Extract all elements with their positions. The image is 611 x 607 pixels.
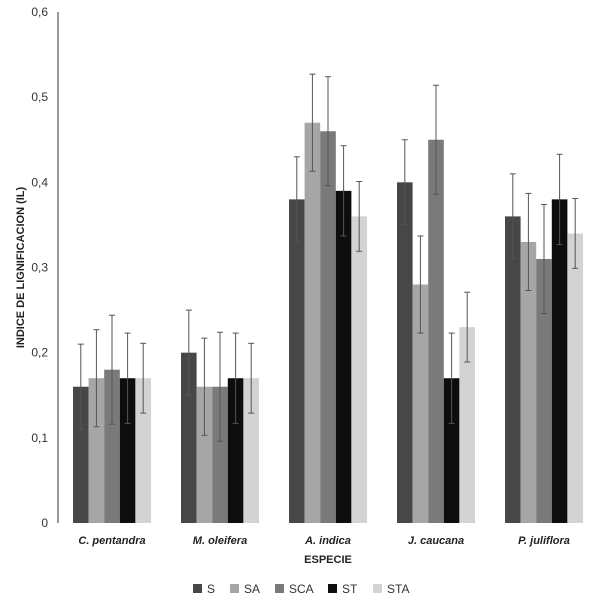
- bar-s: [505, 216, 521, 523]
- y-tick-label: 0,4: [31, 175, 48, 189]
- y-tick-label: 0,6: [31, 5, 48, 19]
- y-axis-title: INDICE DE LIGNIFICACION (IL): [15, 187, 27, 349]
- legend-swatch: [328, 584, 337, 593]
- error-bar: [140, 342, 147, 414]
- bar-sta: [567, 233, 583, 523]
- error-bar: [572, 198, 579, 269]
- error-bar: [93, 329, 100, 428]
- error-bar: [464, 291, 471, 363]
- bar-s: [397, 182, 413, 524]
- error-bar: [541, 203, 547, 314]
- error-bar: [124, 332, 131, 424]
- bar-sta: [243, 378, 259, 523]
- bar-sta: [459, 327, 475, 523]
- error-bar: [509, 173, 516, 260]
- error-bar: [185, 309, 192, 396]
- legend-swatch: [230, 584, 239, 593]
- legend-label: ST: [342, 582, 358, 596]
- error-bar: [417, 235, 424, 334]
- legend-label: S: [207, 582, 215, 596]
- bar-s: [181, 352, 197, 523]
- error-bars-layer: [77, 73, 579, 442]
- error-bar: [201, 337, 208, 436]
- category-label: M. oleifera: [193, 535, 247, 547]
- bar-st: [119, 378, 136, 523]
- error-bar: [232, 332, 239, 424]
- legend-label: SCA: [289, 582, 314, 596]
- legend-item-st: ST: [328, 582, 358, 596]
- error-bar: [109, 314, 115, 425]
- x-axis-title: ESPECIE: [304, 554, 352, 566]
- category-labels-layer: C. pentandra M. oleifera A. indica J. cauca…: [78, 535, 570, 547]
- category-label: C. pentandra: [78, 535, 145, 547]
- bar-sa: [412, 284, 429, 523]
- legend: S SA SCA ST STA: [193, 582, 409, 596]
- error-bar: [248, 342, 255, 414]
- category-label: A. indica: [304, 535, 351, 547]
- error-bar: [77, 343, 84, 430]
- error-bar: [325, 76, 331, 187]
- error-bar: [401, 139, 408, 226]
- bar-sa: [520, 241, 537, 523]
- error-bar: [340, 145, 347, 237]
- legend-swatch: [373, 584, 382, 593]
- error-bar: [433, 84, 439, 195]
- bar-sca: [104, 369, 120, 523]
- y-tick-label: 0,3: [31, 261, 48, 275]
- y-tick-label: 0: [41, 516, 48, 530]
- bar-st: [443, 378, 460, 523]
- bar-sa: [88, 378, 105, 523]
- bar-sta: [351, 216, 367, 523]
- error-bar: [556, 153, 563, 246]
- bar-s: [289, 199, 305, 523]
- y-ticks-layer: 0 0,1 0,2 0,3 0,4 0,5 0,6: [31, 5, 48, 530]
- y-tick-label: 0,1: [31, 431, 48, 445]
- error-bar: [293, 156, 300, 243]
- legend-item-sa: SA: [230, 582, 260, 596]
- bar-s: [73, 386, 89, 523]
- error-bar: [356, 180, 363, 252]
- error-bar: [309, 73, 316, 172]
- legend-swatch: [275, 584, 284, 593]
- bar-st: [227, 378, 244, 523]
- error-bar: [217, 331, 223, 442]
- bar-sta: [135, 378, 151, 523]
- bar-sca: [212, 386, 228, 523]
- bar-sa: [304, 122, 321, 523]
- bar-st: [335, 190, 352, 523]
- bars-layer: [73, 122, 583, 524]
- error-bar: [448, 332, 455, 424]
- legend-item-sta: STA: [373, 582, 409, 596]
- bar-sca: [428, 139, 444, 523]
- category-label: P. juliflora: [518, 535, 570, 547]
- legend-label: SA: [244, 582, 260, 596]
- bar-sca: [320, 131, 336, 523]
- bar-sca: [536, 258, 552, 523]
- legend-item-sca: SCA: [275, 582, 314, 596]
- bar-st: [551, 199, 568, 523]
- legend-label: STA: [387, 582, 409, 596]
- y-tick-label: 0,2: [31, 346, 48, 360]
- legend-item-s: S: [193, 582, 215, 596]
- y-tick-label: 0,5: [31, 90, 48, 104]
- bar-sa: [196, 386, 213, 523]
- legend-swatch: [193, 584, 202, 593]
- category-label: J. caucana: [408, 535, 464, 547]
- error-bar: [525, 192, 532, 291]
